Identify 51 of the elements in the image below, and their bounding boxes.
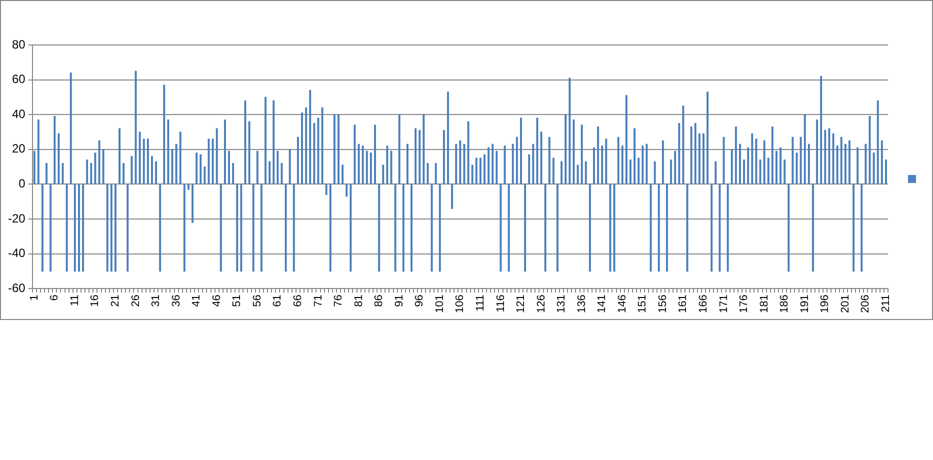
y-tick-label: -20 [8, 211, 26, 226]
x-tick-label: 1 [28, 294, 40, 301]
x-tick-label: 151 [636, 294, 649, 314]
y-tick-label: 60 [12, 72, 26, 86]
x-tick-label: 46 [210, 294, 223, 307]
x-tick-label: 91 [393, 294, 406, 307]
x-tick-label: 41 [190, 294, 203, 307]
x-tick-label: 121 [515, 294, 528, 314]
x-tick-label: 16 [89, 294, 102, 307]
x-tick-label: 76 [332, 294, 345, 307]
x-tick-label: 31 [150, 294, 162, 307]
x-tick-label: 141 [596, 294, 608, 314]
x-tick-label: 56 [251, 294, 264, 307]
x-tick-label: 51 [231, 294, 244, 307]
x-tick-label: 196 [819, 294, 832, 314]
x-tick-label: 66 [292, 294, 304, 307]
x-tick-label: 116 [494, 294, 507, 312]
x-tick-label: 206 [860, 294, 872, 314]
x-tick-label: 36 [170, 294, 182, 307]
x-tick-label: 101 [434, 294, 446, 314]
x-tick-label: 86 [373, 294, 386, 307]
x-tick-label: 146 [616, 294, 628, 314]
x-tick-label: 201 [839, 294, 852, 314]
x-tick-label: 211 [880, 294, 892, 312]
x-tick-label: 21 [110, 294, 122, 307]
x-tick-label: 11 [68, 294, 81, 306]
x-tick-label: 161 [677, 294, 690, 314]
x-tick-label: 191 [798, 294, 811, 314]
x-tick-label: 171 [718, 294, 730, 314]
x-tick-label: 26 [130, 294, 142, 307]
x-tick-label: 71 [312, 294, 324, 307]
x-tick-label: 81 [352, 294, 365, 307]
x-tick-label: 126 [535, 294, 548, 314]
y-tick-label: 80 [12, 37, 26, 52]
x-tick-label: 176 [738, 294, 750, 314]
x-tick-label: 106 [454, 294, 466, 314]
y-tick-label: -60 [8, 280, 26, 295]
x-tick-label: 181 [758, 294, 770, 314]
x-tick-label: 6 [48, 294, 61, 301]
x-tick-label: 131 [556, 294, 568, 314]
y-tick-label: 40 [12, 106, 26, 121]
x-tick-label: 96 [414, 294, 426, 307]
x-tick-label: 111 [474, 294, 486, 312]
x-tick-label: 186 [778, 294, 791, 314]
x-tick-label: 166 [698, 294, 710, 314]
x-tick-label: 136 [576, 294, 588, 314]
y-tick-label: -40 [8, 246, 26, 260]
y-tick-label: 0 [18, 176, 26, 191]
x-tick-label: 156 [656, 294, 669, 314]
x-tick-label: 61 [272, 294, 284, 307]
y-tick-label: 20 [12, 142, 26, 156]
